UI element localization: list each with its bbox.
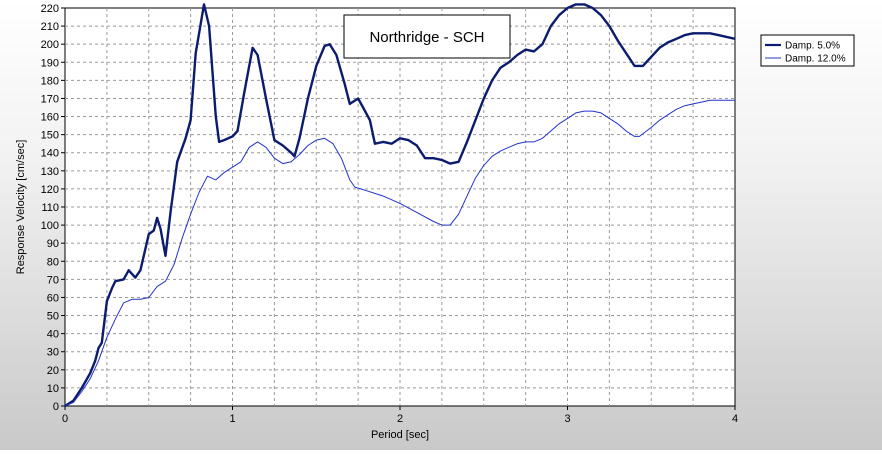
y-tick-label: 20 (47, 365, 59, 377)
x-tick-label: 3 (564, 413, 570, 425)
y-tick-label: 200 (41, 39, 59, 51)
y-tick-label: 10 (47, 383, 59, 395)
x-tick-label: 1 (229, 413, 235, 425)
title-box: Northridge - SCH (343, 14, 511, 59)
y-tick-label: 210 (41, 21, 59, 33)
y-tick-label: 0 (53, 401, 59, 413)
x-tick-label: 2 (397, 413, 403, 425)
chart-title: Northridge - SCH (369, 29, 484, 46)
legend: Damp. 5.0% Damp. 12.0% (760, 34, 855, 67)
y-tick-label: 160 (41, 112, 59, 124)
y-tick-label: 180 (41, 75, 59, 87)
y-tick-label: 170 (41, 93, 59, 105)
axes: 0 1 2 3 401020304050607080901001101201301401… (41, 3, 738, 425)
y-tick-label: 90 (47, 238, 59, 250)
y-tick-label: 30 (47, 347, 59, 359)
series-line-damp-12 (64, 99, 735, 407)
y-tick-label: 40 (47, 329, 59, 341)
y-axis-title: Response Velocity [cm/sec] (15, 140, 27, 275)
y-tick-label: 50 (47, 311, 59, 323)
y-tick-label: 70 (47, 274, 59, 286)
x-tick-label: 4 (732, 413, 738, 425)
y-tick-label: 130 (41, 166, 59, 178)
y-tick-label: 220 (41, 3, 59, 15)
x-tick-label: 0 (62, 413, 68, 425)
legend-label-damp-12: Damp. 12.0% (785, 54, 846, 65)
y-tick-label: 110 (41, 202, 59, 214)
y-tick-label: 140 (41, 148, 59, 160)
legend-box (760, 34, 855, 67)
series-line-damp-5 (64, 3, 736, 408)
y-tick-label: 80 (47, 256, 59, 268)
y-tick-label: 100 (41, 220, 59, 232)
y-tick-label: 150 (41, 130, 59, 142)
y-tick-label: 120 (41, 184, 59, 196)
x-axis-title: Period [sec] (371, 429, 429, 441)
y-tick-label: 190 (41, 57, 59, 69)
y-tick-label: 60 (47, 292, 59, 304)
grid (65, 8, 735, 406)
series-group (64, 3, 736, 408)
legend-label-damp-5: Damp. 5.0% (785, 41, 840, 52)
